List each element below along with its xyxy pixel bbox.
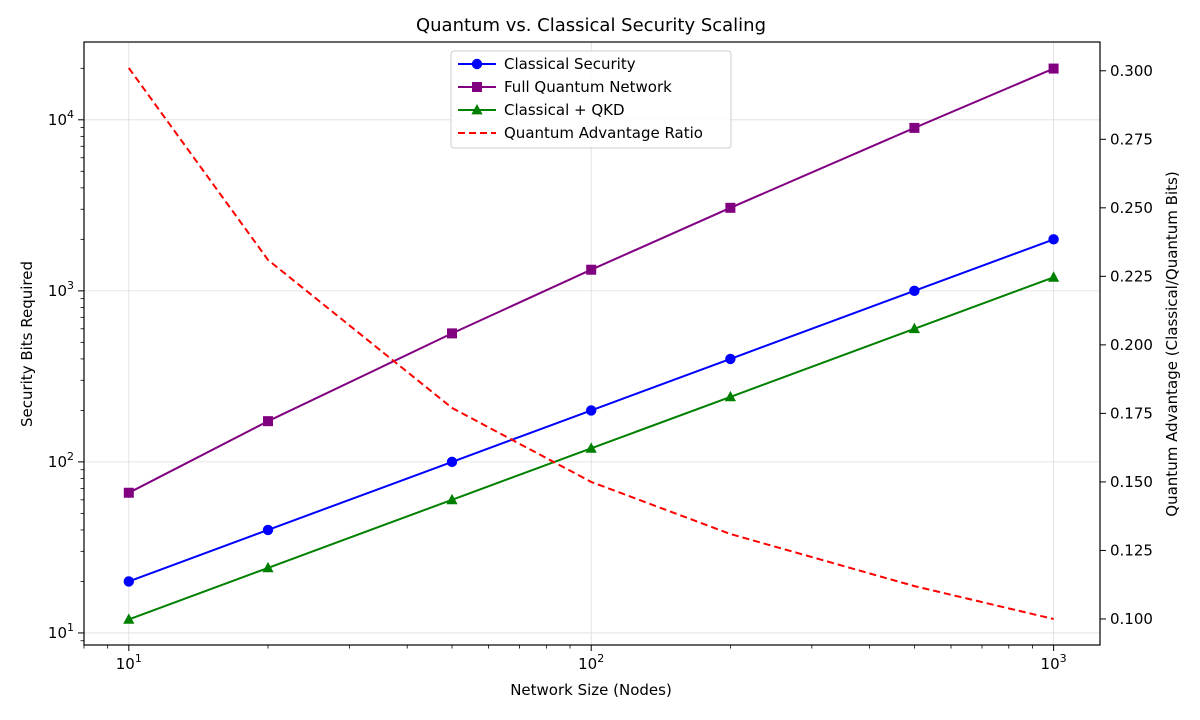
data-point [123,487,134,498]
x-tick-label: 102 [578,652,604,673]
data-point [586,264,597,275]
y2-tick-label: 0.175 [1110,404,1153,422]
data-point [262,561,274,573]
legend-item: Quantum Advantage Ratio [458,124,703,142]
y-axis-left: 101 102 103 104 [48,67,84,642]
legend-label: Classical + QKD [504,101,625,119]
data-point [725,353,736,365]
legend-item: Classical Security [458,55,636,73]
series-2 [123,271,1060,624]
x-axis: 101 102 103 [83,645,1067,673]
data-point [908,322,920,334]
legend-item: Full Quantum Network [458,78,672,96]
data-point [724,390,736,402]
y-tick-label: 103 [48,279,74,300]
y2-tick-label: 0.100 [1110,610,1153,628]
data-point [263,416,274,427]
x-tick-label: 103 [1041,652,1067,673]
data-point [447,328,458,339]
legend: Classical Security Full Quantum Network Cl… [450,50,732,149]
data-point [909,122,920,133]
series-1 [123,63,1059,498]
series-layer [123,63,1060,624]
data-point [725,202,736,213]
data-point [1048,63,1059,74]
x-tick-label: 101 [116,652,142,673]
data-point [1047,271,1060,282]
legend-label: Quantum Advantage Ratio [504,124,703,142]
legend-marker [471,104,483,115]
legend-marker [471,58,483,70]
legend-box [450,50,732,149]
y2-tick-label: 0.225 [1110,267,1153,285]
y-tick-label: 104 [48,108,74,129]
data-point [909,285,920,297]
legend-label: Full Quantum Network [504,78,672,96]
y-axis-title: Security Bits Required [18,261,36,427]
y2-tick-label: 0.125 [1110,541,1153,559]
data-point [262,524,274,536]
data-point [446,493,458,505]
x-axis-title: Network Size (Nodes) [510,681,672,699]
data-point [446,456,458,468]
grid [84,42,1100,645]
y2-tick-label: 0.250 [1110,199,1153,217]
y2-tick-label: 0.275 [1110,130,1153,148]
data-point [123,576,135,587]
y-axis-right: 0.100 0.125 0.150 0.175 0.200 0.225 0.250 0.275… [1100,62,1153,628]
y-tick-label: 101 [48,621,74,642]
y2-axis-title: Quantum Advantage (Classical/Quantum Bit… [1163,171,1181,516]
y2-tick-label: 0.300 [1110,62,1153,80]
y-tick-label: 102 [48,450,74,471]
y2-tick-label: 0.150 [1110,473,1153,491]
legend-item: Classical + QKD [458,101,625,119]
legend-marker [472,82,482,92]
y2-tick-label: 0.200 [1110,336,1153,354]
data-point [585,442,597,453]
data-point [123,613,135,624]
chart-title: Quantum vs. Classical Security Scaling [416,15,766,36]
data-point [585,405,597,416]
series-line [127,67,1054,620]
plot-frame [83,41,1101,646]
data-point [1048,234,1059,245]
legend-label: Classical Security [504,55,636,73]
series-3 [127,67,1054,620]
series-0 [123,234,1059,587]
